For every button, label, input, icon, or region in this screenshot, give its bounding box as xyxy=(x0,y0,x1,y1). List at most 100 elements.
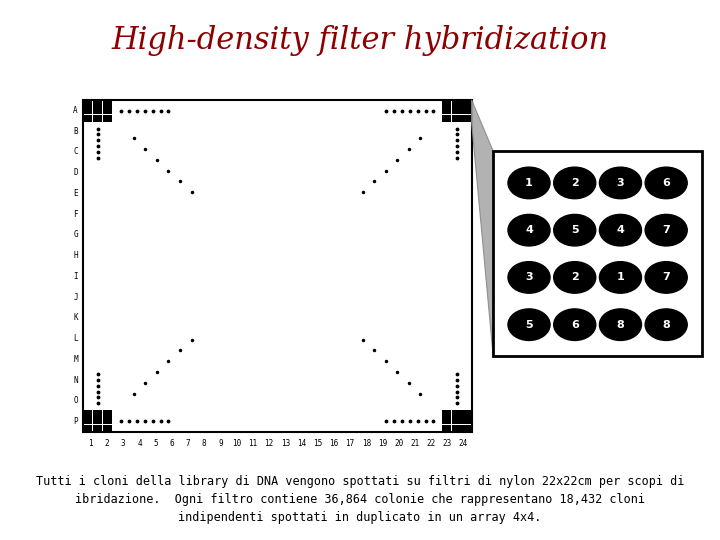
Bar xyxy=(93,100,102,107)
Bar xyxy=(93,417,102,424)
Circle shape xyxy=(600,262,642,293)
Bar xyxy=(452,107,462,114)
Bar xyxy=(83,107,92,114)
Text: E: E xyxy=(73,189,78,198)
Bar xyxy=(103,425,112,432)
Bar xyxy=(493,151,702,356)
Text: 5: 5 xyxy=(153,440,158,448)
Text: 8: 8 xyxy=(616,320,624,330)
Bar xyxy=(103,410,112,417)
Text: 3: 3 xyxy=(525,272,533,282)
Circle shape xyxy=(508,167,550,199)
Text: 19: 19 xyxy=(378,440,387,448)
Text: 12: 12 xyxy=(264,440,274,448)
Bar xyxy=(452,115,462,122)
Bar xyxy=(103,100,112,107)
Text: H: H xyxy=(73,251,78,260)
Circle shape xyxy=(508,214,550,246)
Text: 2: 2 xyxy=(571,178,579,188)
Text: I: I xyxy=(73,272,78,281)
Bar xyxy=(103,115,112,122)
Text: N: N xyxy=(73,376,78,384)
Text: 4: 4 xyxy=(616,225,624,235)
Circle shape xyxy=(554,214,595,246)
Text: 7: 7 xyxy=(662,272,670,282)
Text: J: J xyxy=(73,293,78,301)
Polygon shape xyxy=(472,100,493,356)
Bar xyxy=(93,425,102,432)
Bar xyxy=(462,417,472,424)
Bar xyxy=(452,417,462,424)
Bar xyxy=(442,417,451,424)
Bar xyxy=(442,107,451,114)
Text: 7: 7 xyxy=(186,440,190,448)
Bar xyxy=(452,410,462,417)
Bar xyxy=(442,425,451,432)
Circle shape xyxy=(600,309,642,340)
Bar xyxy=(462,100,472,107)
Circle shape xyxy=(645,309,687,340)
Bar xyxy=(93,107,102,114)
Circle shape xyxy=(554,309,595,340)
Text: 3: 3 xyxy=(616,178,624,188)
Bar xyxy=(462,115,472,122)
Circle shape xyxy=(600,167,642,199)
Bar xyxy=(442,100,451,107)
Bar xyxy=(103,417,112,424)
Text: 24: 24 xyxy=(459,440,468,448)
Text: 22: 22 xyxy=(426,440,436,448)
Text: B: B xyxy=(73,126,78,136)
Bar xyxy=(452,425,462,432)
Text: 5: 5 xyxy=(525,320,533,330)
Text: 15: 15 xyxy=(313,440,323,448)
Text: 13: 13 xyxy=(281,440,290,448)
Bar xyxy=(462,107,472,114)
Text: 20: 20 xyxy=(394,440,403,448)
Text: L: L xyxy=(73,334,78,343)
Bar xyxy=(83,115,92,122)
Text: 6: 6 xyxy=(170,440,174,448)
Circle shape xyxy=(554,262,595,293)
Bar xyxy=(83,100,472,432)
Text: 4: 4 xyxy=(138,440,142,448)
Text: 11: 11 xyxy=(248,440,258,448)
Text: 5: 5 xyxy=(571,225,579,235)
Text: G: G xyxy=(73,231,78,239)
Bar xyxy=(452,100,462,107)
Text: 16: 16 xyxy=(329,440,338,448)
Text: 8: 8 xyxy=(662,320,670,330)
Bar xyxy=(83,410,92,417)
Text: 14: 14 xyxy=(297,440,306,448)
Circle shape xyxy=(508,309,550,340)
Text: 6: 6 xyxy=(571,320,579,330)
Bar xyxy=(93,410,102,417)
Bar xyxy=(462,410,472,417)
Text: High-density filter hybridization: High-density filter hybridization xyxy=(112,25,608,56)
Bar xyxy=(83,425,92,432)
Text: C: C xyxy=(73,147,78,156)
Text: 7: 7 xyxy=(662,225,670,235)
Bar xyxy=(103,107,112,114)
Text: 2: 2 xyxy=(105,440,109,448)
Text: 6: 6 xyxy=(662,178,670,188)
Circle shape xyxy=(645,167,687,199)
Circle shape xyxy=(508,262,550,293)
Text: 21: 21 xyxy=(410,440,420,448)
Text: 23: 23 xyxy=(443,440,452,448)
Text: M: M xyxy=(73,355,78,364)
Text: D: D xyxy=(73,168,78,177)
Circle shape xyxy=(554,167,595,199)
Text: A: A xyxy=(73,106,78,115)
Circle shape xyxy=(645,262,687,293)
Text: 3: 3 xyxy=(121,440,125,448)
Text: 10: 10 xyxy=(232,440,241,448)
Bar xyxy=(442,115,451,122)
Text: 18: 18 xyxy=(361,440,371,448)
Text: K: K xyxy=(73,313,78,322)
Bar xyxy=(83,417,92,424)
Text: 9: 9 xyxy=(218,440,222,448)
Text: 17: 17 xyxy=(346,440,355,448)
Text: 1: 1 xyxy=(89,440,93,448)
Text: O: O xyxy=(73,396,78,406)
Text: 2: 2 xyxy=(571,272,579,282)
